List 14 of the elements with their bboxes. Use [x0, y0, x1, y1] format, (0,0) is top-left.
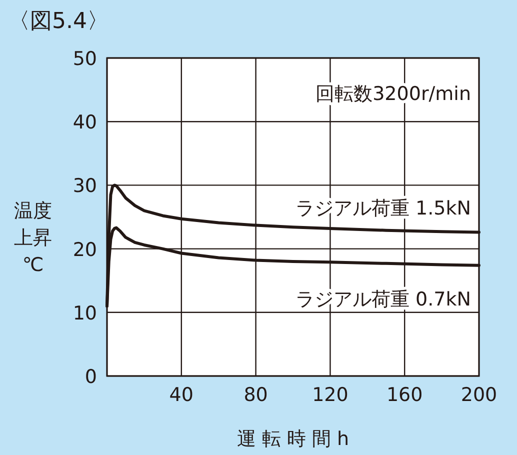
y-tick-label: 10: [72, 302, 97, 324]
y-tick-label: 50: [72, 48, 97, 70]
x-tick-label: 200: [460, 384, 498, 406]
x-tick-label: 40: [169, 384, 194, 406]
y-axis-title: 温度上昇℃: [14, 200, 52, 276]
x-axis-title: 運 転 時 間 h: [236, 428, 350, 450]
x-tick-label: 80: [244, 384, 268, 406]
y-tick-label: 0: [84, 366, 97, 388]
x-tick-label: 160: [386, 384, 423, 406]
chart-title: 〈図5.4〉: [8, 9, 109, 34]
y-tick-label: 30: [72, 175, 97, 198]
x-tick-label: 120: [312, 384, 348, 406]
y-tick-label: 20: [72, 238, 97, 261]
y-tick-label: 40: [72, 112, 97, 134]
